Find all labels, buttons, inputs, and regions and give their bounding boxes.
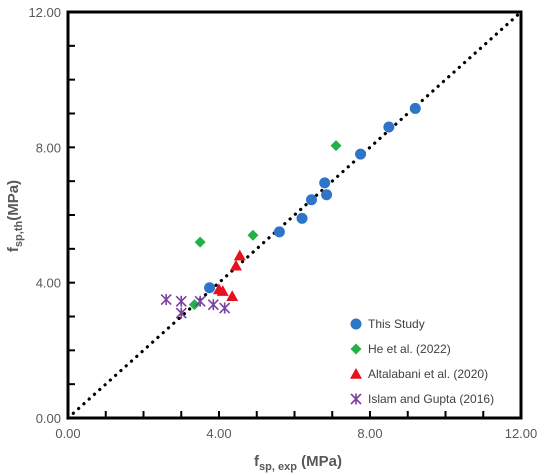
point-this-study <box>273 226 285 238</box>
axis-ticks: 0.000.00 4.00 4.00 8.00 8.00 12.00 12.00 <box>28 5 537 441</box>
point-this-study <box>321 189 333 201</box>
point-this-study <box>319 177 331 189</box>
x-tick-label: 12.00 <box>505 426 538 441</box>
legend-label-he-et-al-2022: He et al. (2022) <box>368 342 451 356</box>
y-tick-label: 0.00 <box>36 411 61 426</box>
point-he-et-al-2022 <box>194 236 206 248</box>
x-axis-label: fsp, exp (MPa) <box>254 453 342 473</box>
point-this-study <box>305 194 317 206</box>
legend-marker-he-et-al-2022 <box>350 343 362 355</box>
point-islam-and-gupta-2016 <box>175 307 187 319</box>
point-he-et-al-2022 <box>188 299 200 311</box>
point-islam-and-gupta-2016 <box>194 295 206 307</box>
legend-marker-altalabani-et-al-2020 <box>350 368 362 379</box>
point-altalabani-et-al-2020 <box>233 249 246 261</box>
point-this-study <box>296 212 308 224</box>
x-tick-label: 4.00 <box>206 426 231 441</box>
y-tick-label: 12.00 <box>28 5 61 20</box>
reference-line <box>66 10 523 420</box>
y-tick-label: 4.00 <box>36 276 61 291</box>
point-islam-and-gupta-2016 <box>207 299 219 311</box>
legend-marker-islam-and-gupta-2016 <box>350 393 362 405</box>
legend-label-this-study: This Study <box>368 317 425 331</box>
point-this-study <box>409 102 421 114</box>
point-altalabani-et-al-2020 <box>226 290 239 301</box>
point-altalabani-et-al-2020 <box>229 259 242 271</box>
legend-label-altalabani-et-al-2020: Altalabani et al. (2020) <box>368 367 488 381</box>
x-tick-label: 0.00 <box>55 426 80 441</box>
point-he-et-al-2022 <box>330 140 342 152</box>
legend-marker-this-study <box>350 318 362 330</box>
data-points <box>160 102 421 319</box>
point-he-et-al-2022 <box>247 229 259 241</box>
legend-label-islam-and-gupta-2016: Islam and Gupta (2016) <box>368 392 494 406</box>
legend: This Study He et al. (2022) Altalabani et … <box>350 317 494 406</box>
point-islam-and-gupta-2016 <box>175 295 187 307</box>
y-tick-label: 8.00 <box>36 140 61 155</box>
y-equals-x-line <box>66 10 523 420</box>
x-tick-label: 8.00 <box>357 426 382 441</box>
point-this-study <box>204 282 216 294</box>
point-this-study <box>355 148 367 160</box>
point-altalabani-et-al-2020 <box>216 285 229 296</box>
point-this-study <box>383 121 395 133</box>
point-islam-and-gupta-2016 <box>219 302 231 314</box>
y-axis-label: fsp,th(MPa) <box>5 180 25 252</box>
point-islam-and-gupta-2016 <box>160 294 172 306</box>
